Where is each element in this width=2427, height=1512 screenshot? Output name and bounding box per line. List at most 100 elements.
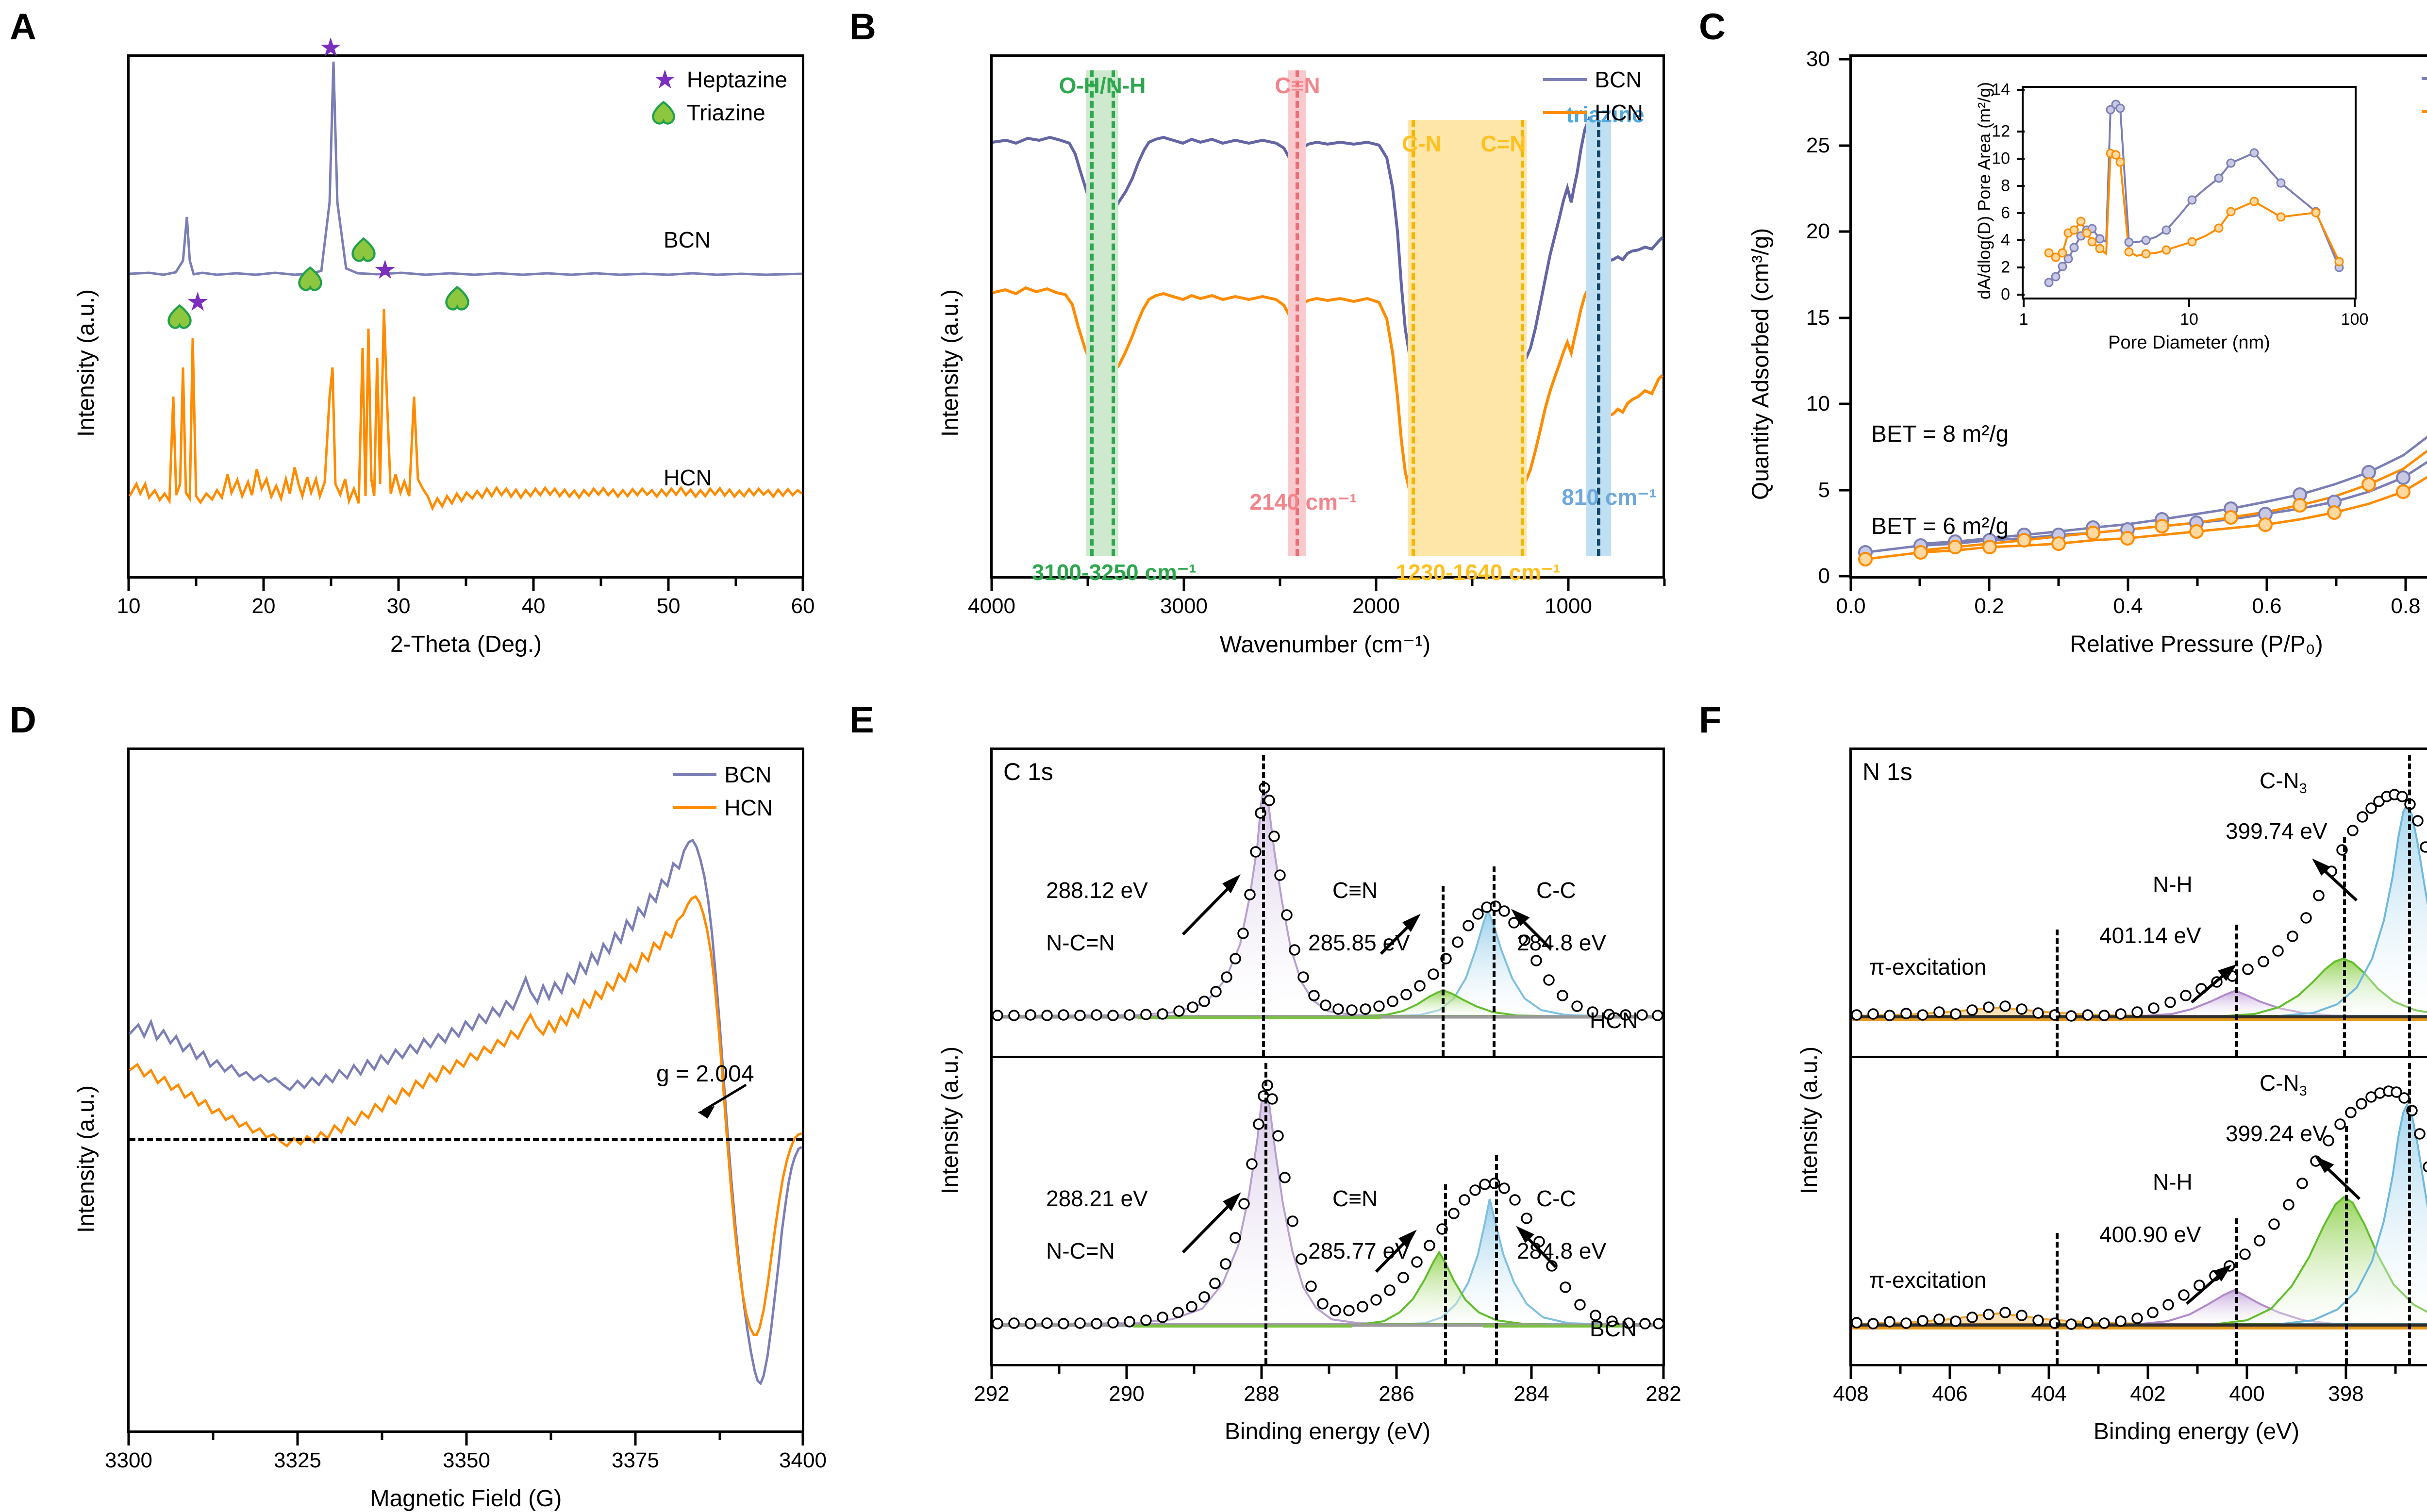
e-bot-peak-ncn [992, 1086, 1662, 1325]
legend-label-heptazine: Heptazine [686, 67, 787, 92]
panel-c-xtick-2: 0.4 [2113, 594, 2143, 618]
e-top-anno-cn-assign: C≡N [1332, 878, 1378, 903]
f-top-dash-pi [2056, 930, 2059, 1056]
panel-a-curve-hcn [128, 309, 803, 512]
panel-f-xtick-0: 408 [1833, 1382, 1869, 1406]
inset-xtick-2: 100 [2341, 310, 2369, 329]
star-icon: ★ [653, 65, 677, 94]
panel-f-xtick-2: 404 [2031, 1382, 2067, 1406]
e-top-anno-cc-energy: 284.8 eV [1517, 930, 1607, 955]
panel-d-xtick-3: 3375 [612, 1448, 659, 1472]
panel-f-xticks [1849, 1366, 2397, 1379]
marker-triazine-24.6 [350, 236, 377, 263]
dash-oh-nh-right [1112, 70, 1115, 556]
f-bot-data-markers [1851, 1085, 2427, 1330]
f-top-anno-nh-assign: N-H [2153, 872, 2193, 897]
panel-c-ytick-3: 15 [1806, 306, 1830, 330]
panel-b-xlabel: Wavenumber (cm⁻¹) [1219, 632, 1431, 658]
panel-d-curve-hcn [129, 895, 802, 1336]
panel-c-inset-axes [2022, 86, 2357, 299]
panel-c-xtick-0: 0.0 [1836, 594, 1866, 618]
legend-line-hcn [1543, 111, 1587, 114]
panel-a-xtick-1: 20 [251, 594, 276, 618]
panel-f-letter: F [1699, 699, 1722, 741]
inset-curve-bcn [2048, 103, 2340, 283]
e-top-dash-285_85 [1442, 886, 1445, 1056]
panel-c-inset-xticks [2023, 299, 2356, 307]
panel-b-xtick-1: 3000 [1160, 594, 1208, 618]
anno-cn-cen-range: 1230-1640 cm⁻¹ [1396, 560, 1561, 585]
panel-a-curve-bcn [129, 61, 802, 276]
e-bot-dash-285_77 [1444, 1184, 1447, 1364]
panel-e-xlabel: Binding energy (eV) [1224, 1419, 1431, 1445]
panel-f-axes-top: N 1s [1849, 748, 2427, 1058]
legend-label-bcn: BCN [1595, 67, 1642, 92]
panel-f-axes-bottom: π-excitation N-H 400.90 eV C-N3 399.24 e… [1849, 1056, 2427, 1366]
e-top-anno-cn-energy: 285.85 eV [1308, 930, 1410, 955]
legend-line-hcn [2422, 109, 2427, 113]
f-bot-pi-label: π-excitation [1869, 1267, 1987, 1293]
panel-c-xtick-3: 0.6 [2252, 594, 2282, 618]
panel-c-hcn-markers [1858, 477, 2410, 566]
panel-a: A ★ ★ ★ BCN [0, 0, 835, 680]
f-bot-anno-nh-energy: 400.90 eV [2099, 1222, 2201, 1247]
inset-ytick-3: 6 [2001, 203, 2010, 222]
panel-b-ylabel: Intensity (a.u.) [937, 289, 963, 437]
panel-d: D g = 2.004 BCN HCN [0, 680, 835, 1512]
panel-d-xlabel: Magnetic Field (G) [370, 1486, 562, 1512]
panel-a-label-hcn: HCN [664, 465, 712, 490]
panel-e-xtick-3: 286 [1379, 1382, 1414, 1406]
panel-d-zero-line [130, 1138, 802, 1141]
panel-a-plot [128, 61, 803, 512]
anno-oh-nh-range: 3100-3250 cm⁻¹ [1031, 560, 1197, 585]
e-top-dash-284_8 [1493, 866, 1496, 1056]
e-top-anno-cc-assign: C-C [1536, 878, 1576, 903]
panel-e-plot-bottom [992, 1080, 1664, 1329]
f-top-anno-nh-energy: 401.14 eV [2099, 923, 2201, 948]
f-top-data-markers [1851, 789, 2427, 1022]
e-top-peak-cn [1361, 989, 1542, 1017]
panel-d-plot [129, 838, 803, 1386]
panel-b-xticks [990, 579, 1666, 591]
legend-line-bcn [673, 773, 717, 776]
e-top-arrows [1181, 874, 1552, 955]
f-bot-anno-cn3-assign: C-N3 [2260, 1070, 2307, 1099]
panel-c-ytick-6: 30 [1806, 47, 1830, 71]
legend-line-hcn [673, 806, 717, 809]
legend-line-bcn [1543, 78, 1587, 81]
panel-c-ytick-2: 10 [1806, 392, 1830, 415]
panel-c-yticks [1839, 58, 1849, 578]
e-bot-anno-ncn-energy: 288.21 eV [1046, 1186, 1148, 1211]
inset-ytick-1: 2 [2001, 258, 2010, 277]
panel-c-axes: BET = 8 m²/g BET = 6 m²/g BCN HCN [1849, 54, 2427, 579]
legend-line-bcn [2422, 76, 2427, 80]
panel-f-region-label: N 1s [1862, 758, 1912, 785]
panel-b: B O-H/N-H 3100-3250 cm⁻¹ C≡N 2140 cm⁻¹ C… [835, 0, 1689, 680]
panel-c-letter: C [1699, 6, 1726, 48]
legend-item-bcn: BCN [673, 762, 773, 788]
panel-d-g-label: g = 2.004 [656, 1061, 754, 1087]
panel-e: E C 1s [835, 680, 1689, 1445]
panel-a-label-bcn: BCN [664, 227, 711, 252]
f-bot-dash-399_24 [2345, 1126, 2348, 1364]
dash-triazine [1597, 120, 1600, 556]
panel-f-plot-bottom [1851, 1085, 2427, 1330]
e-top-anno-ncn-assign: N-C=N [1046, 930, 1115, 955]
anno-triazine-range: 810 cm⁻¹ [1562, 484, 1657, 510]
f-bot-anno-cn3-energy: 399.24 eV [2226, 1121, 2327, 1146]
e-top-anno-ncn-energy: 288.12 eV [1046, 878, 1148, 903]
panel-e-region-label: C 1s [1003, 758, 1053, 785]
e-top-dash-288 [1262, 755, 1265, 1056]
panel-c-inset-plot [2044, 100, 2344, 287]
e-bot-sample-label: BCN [1590, 1316, 1637, 1341]
anno-oh-nh-label: O-H/N-H [1059, 73, 1146, 98]
panel-f-ylabel: Intensity (a.u.) [1796, 1046, 1822, 1194]
panel-c-bet-bcn: BET = 8 m²/g [1871, 421, 2009, 447]
panel-a-xlabel: 2-Theta (Deg.) [390, 631, 542, 657]
e-bot-anno-ncn-assign: N-C=N [1046, 1238, 1115, 1263]
legend-item-hcn: HCN [2422, 98, 2427, 124]
panel-d-legend: BCN HCN [673, 762, 773, 821]
panel-f-xlabel: Binding energy (eV) [2093, 1419, 2300, 1445]
dash-oh-nh-left [1090, 70, 1094, 556]
panel-b-curve-hcn [992, 283, 1664, 513]
